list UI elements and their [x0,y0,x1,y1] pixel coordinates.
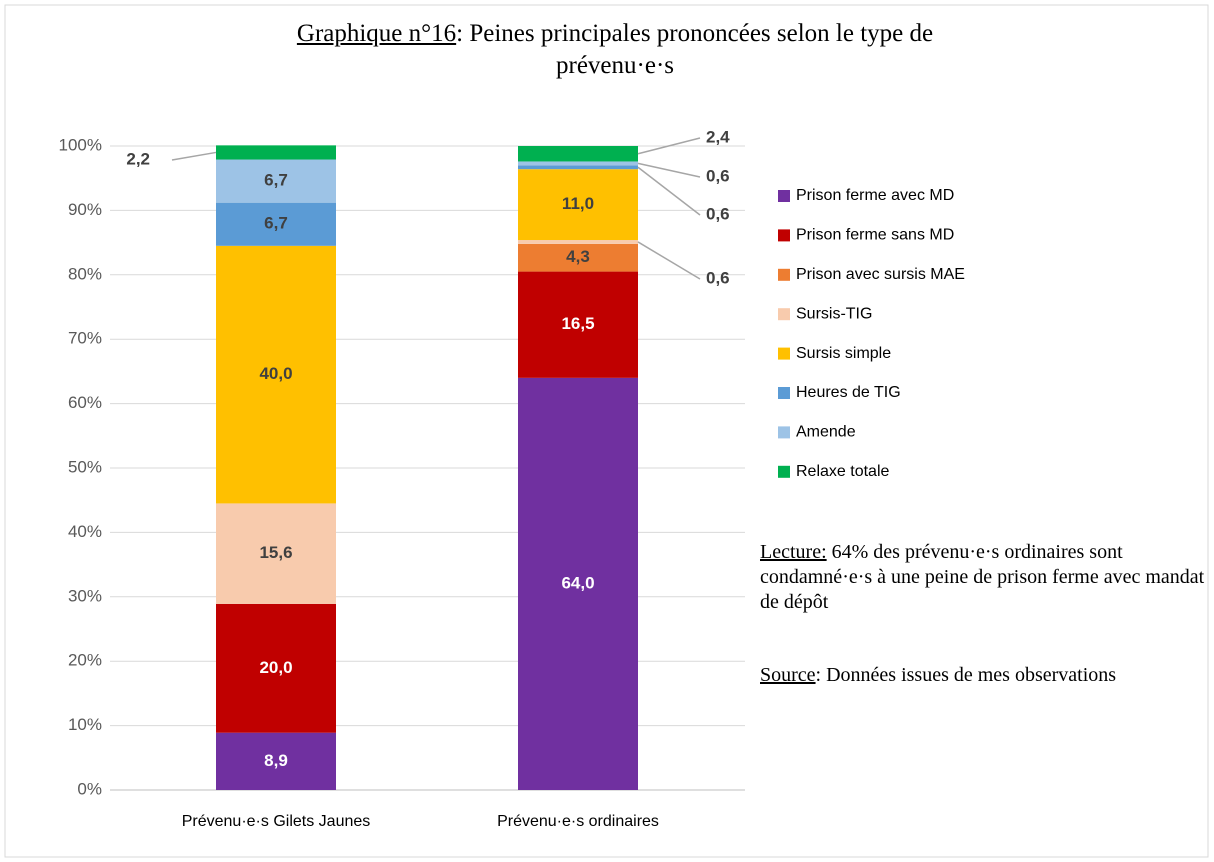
bar-segment [216,202,336,246]
legend-label: Prison ferme sans MD [796,227,954,244]
leader-line [637,137,701,155]
legend-swatch [778,426,790,439]
note-label: Source [760,664,816,686]
legend-label: Relaxe totale [796,463,889,480]
bar-segment [216,245,336,504]
bar-segment [518,243,638,272]
data-label: 40,0 [259,364,292,383]
y-tick-label: 100% [59,135,102,154]
data-label: 15,6 [259,543,292,562]
data-label: 4,3 [566,247,590,266]
data-label: 16,5 [561,314,594,333]
y-tick-label: 70% [68,329,102,348]
x-tick-label: Prévenu·e·s Gilets Jaunes [182,813,371,830]
legend-label: Sursis-TIG [796,305,872,322]
data-label: 64,0 [561,573,594,592]
bar-segment [518,169,638,241]
legend-label: Amende [796,424,856,441]
legend-swatch [778,347,790,360]
legend-label: Heures de TIG [796,384,901,401]
title-text: : Peines principales prononcées selon le… [456,20,934,79]
leader-line [637,166,701,216]
data-label: 2,2 [126,149,150,168]
data-label: 8,9 [264,751,288,770]
leader-line [637,162,701,178]
y-tick-label: 50% [68,457,102,476]
bar-segment [518,377,638,790]
note-text: : Données issues de mes observations [815,664,1117,686]
note: Source: Données issues de mes observatio… [760,663,1205,688]
data-label: 0,6 [706,166,730,185]
legend-swatch [778,387,790,399]
y-tick-label: 90% [68,200,102,219]
data-label: 0,6 [706,268,730,287]
legend-label: Prison ferme avec MD [796,187,954,204]
bar-segment [216,503,336,604]
y-tick-label: 20% [68,651,102,670]
bar-segment [216,145,336,160]
note-label: Lecture: [760,541,827,563]
legend-label: Prison avec sursis MAE [796,266,965,283]
data-label: 0,6 [706,204,730,223]
bar-segment [518,271,638,378]
legend-swatch [778,465,790,478]
y-tick-label: 60% [68,393,102,412]
chart-border [4,4,1209,858]
note: Lecture: 64% des prévenu·e·s ordinaires … [760,540,1205,615]
chart-title: Graphique n°16: Peines principales prono… [255,18,975,82]
y-tick-label: 0% [77,779,102,798]
bar-segment [518,146,638,162]
y-tick-label: 40% [68,522,102,541]
leader-line [637,241,701,280]
bar-segment [518,161,638,166]
legend-label: Sursis simple [796,345,891,362]
x-tick-label: Prévenu·e·s ordinaires [497,813,659,830]
legend-swatch [778,190,790,202]
data-label: 2,4 [706,127,730,146]
legend-swatch [778,229,790,242]
title-label: Graphique n°16 [296,20,457,47]
y-tick-label: 10% [68,715,102,734]
note-text: 64% des prévenu·e·s ordinaires sont cond… [760,541,1205,613]
bar-segment [216,603,336,733]
y-tick-label: 30% [68,586,102,605]
data-label: 11,0 [562,194,594,213]
y-tick-label: 80% [68,264,102,283]
data-label: 20,0 [259,658,292,677]
bar-segment [216,732,336,790]
data-label: 6,7 [264,214,288,233]
bar-segment [518,165,638,170]
legend-swatch [778,268,790,281]
legend-swatch [778,308,790,321]
leader-line [171,151,217,161]
bar-segment [216,159,336,203]
data-label: 6,7 [264,171,288,190]
bar-segment [518,240,638,244]
